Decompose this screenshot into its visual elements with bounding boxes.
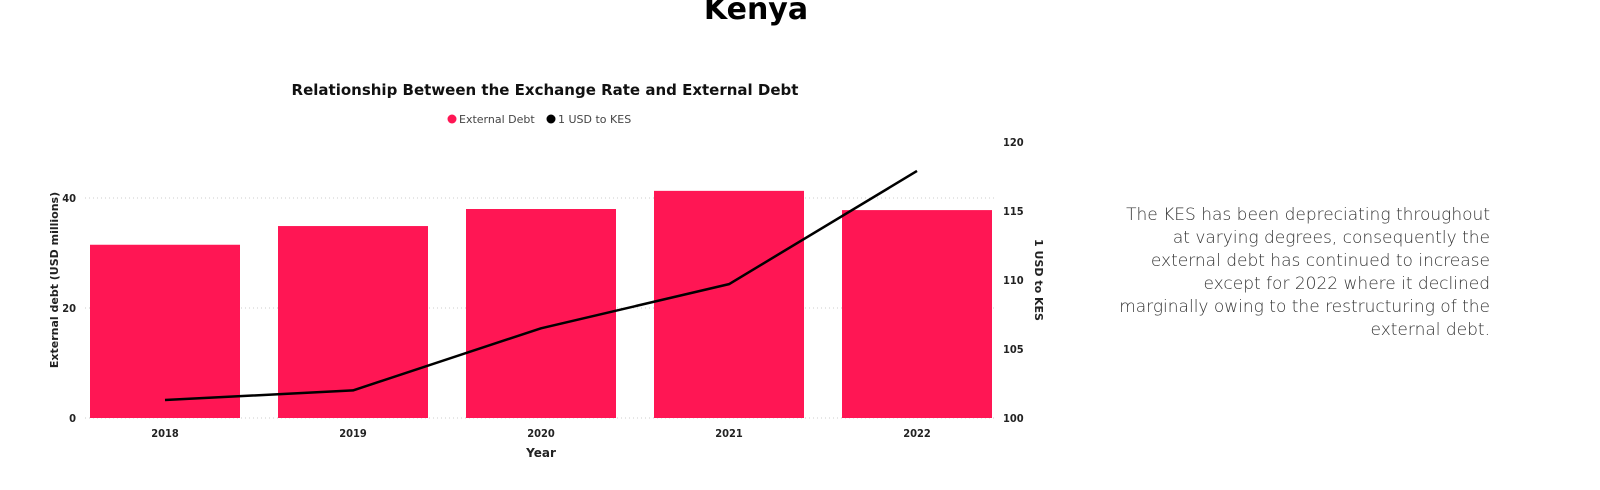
bar-2021 [654,190,804,418]
chart: Relationship Between the Exchange Rate a… [48,81,1045,460]
legend-marker-external-debt [447,114,457,124]
page-title: Kenya [703,0,809,27]
y2-tick-label: 100 [1003,412,1024,425]
y-tick-label: 40 [62,192,76,205]
y-tick-label: 0 [69,412,76,425]
bar-2020 [466,209,616,418]
y-tick-label: 20 [62,302,76,315]
legend-label-external-debt[interactable]: External Debt [459,113,535,126]
y2-tick-label: 110 [1003,274,1024,287]
x-tick-label: 2021 [715,427,743,440]
y2-tick-label: 115 [1003,205,1024,218]
commentary-text: The KES has been depreciating throughout… [1119,205,1490,340]
bar-2018 [90,244,240,418]
x-tick-label: 2018 [151,427,179,440]
x-tick-label: 2019 [339,427,367,440]
bar-2022 [842,210,992,418]
chart-title: Relationship Between the Exchange Rate a… [292,81,799,99]
y2-axis-label: 1 USD to KES [1032,239,1045,321]
legend: External Debt 1 USD to KES [447,113,631,126]
y2-tick-label: 105 [1003,343,1024,356]
x-tick-label: 2022 [903,427,931,440]
y2-tick-label: 120 [1003,136,1024,149]
legend-label-usd-kes[interactable]: 1 USD to KES [558,113,631,126]
x-tick-label: 2020 [527,427,555,440]
bar-2019 [278,226,428,418]
legend-marker-usd-kes [546,114,556,124]
y-axis-label: External debt (USD millions) [48,192,61,368]
x-axis-label: Year [525,446,556,460]
